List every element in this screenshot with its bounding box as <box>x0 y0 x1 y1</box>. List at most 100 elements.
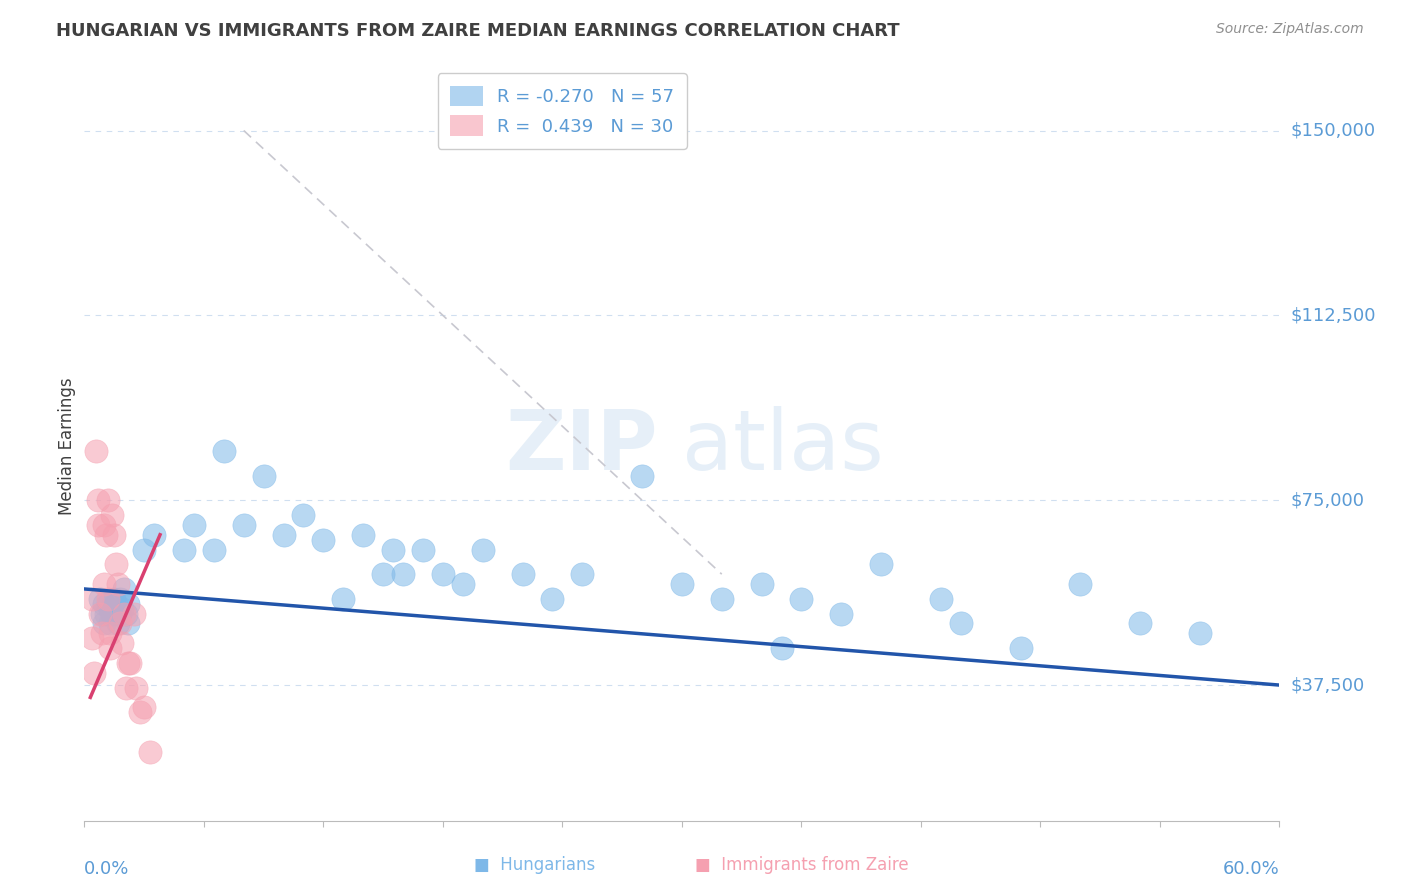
Text: 60.0%: 60.0% <box>1223 860 1279 878</box>
Point <box>751 577 773 591</box>
Point <box>122 607 145 621</box>
Point <box>312 533 335 547</box>
Point <box>101 607 124 621</box>
Point <box>671 577 693 591</box>
Point <box>1069 577 1091 591</box>
Point <box>352 527 374 541</box>
Text: atlas: atlas <box>682 406 883 486</box>
Point <box>292 508 315 522</box>
Point <box>471 542 494 557</box>
Point <box>89 591 111 606</box>
Point <box>87 493 110 508</box>
Point <box>432 567 454 582</box>
Point <box>96 607 118 621</box>
Point <box>232 517 254 532</box>
Point <box>125 681 148 695</box>
Text: ■  Immigrants from Zaire: ■ Immigrants from Zaire <box>695 856 908 874</box>
Point <box>373 567 395 582</box>
Point <box>82 591 104 606</box>
Point <box>112 607 135 621</box>
Point <box>253 468 276 483</box>
Point <box>631 468 654 483</box>
Point <box>451 577 474 591</box>
Point <box>1188 626 1211 640</box>
Point <box>93 597 115 611</box>
Point <box>87 517 110 532</box>
Point <box>117 597 139 611</box>
Point <box>110 591 132 606</box>
Point <box>790 591 813 606</box>
Point <box>91 607 114 621</box>
Point <box>82 632 104 646</box>
Point <box>949 616 972 631</box>
Text: $150,000: $150,000 <box>1291 121 1375 139</box>
Point <box>101 508 124 522</box>
Point <box>98 626 121 640</box>
Point <box>382 542 405 557</box>
Point <box>98 641 121 656</box>
Point <box>173 542 195 557</box>
Point <box>93 616 115 631</box>
Point <box>105 607 128 621</box>
Point <box>117 656 139 670</box>
Point <box>86 444 108 458</box>
Point <box>93 577 115 591</box>
Point <box>111 636 134 650</box>
Text: ZIP: ZIP <box>506 406 658 486</box>
Point <box>105 558 128 572</box>
Point <box>710 591 733 606</box>
Text: ■  Hungarians: ■ Hungarians <box>474 856 595 874</box>
Point <box>115 607 138 621</box>
Point <box>115 681 138 695</box>
Point <box>110 607 132 621</box>
Point <box>96 527 118 541</box>
Point <box>929 591 952 606</box>
Point <box>107 577 129 591</box>
Point <box>139 745 162 759</box>
Point <box>273 527 295 541</box>
Point <box>830 607 852 621</box>
Legend: R = -0.270   N = 57, R =  0.439   N = 30: R = -0.270 N = 57, R = 0.439 N = 30 <box>437 73 688 149</box>
Point <box>83 665 105 680</box>
Point <box>93 517 115 532</box>
Point <box>117 616 139 631</box>
Text: $37,500: $37,500 <box>1291 676 1365 694</box>
Point <box>91 626 114 640</box>
Point <box>120 656 142 670</box>
Point <box>512 567 534 582</box>
Point <box>412 542 434 557</box>
Point <box>332 591 354 606</box>
Text: 0.0%: 0.0% <box>84 860 129 878</box>
Point <box>132 542 156 557</box>
Point <box>770 641 793 656</box>
Point <box>143 527 166 541</box>
Point <box>129 705 152 719</box>
Point <box>98 616 121 631</box>
Point <box>392 567 415 582</box>
Text: $75,000: $75,000 <box>1291 491 1365 509</box>
Point <box>111 601 134 615</box>
Text: Source: ZipAtlas.com: Source: ZipAtlas.com <box>1216 22 1364 37</box>
Point <box>105 597 128 611</box>
Text: $112,500: $112,500 <box>1291 306 1376 325</box>
Point <box>103 591 125 606</box>
Point <box>541 591 564 606</box>
Y-axis label: Median Earnings: Median Earnings <box>58 377 76 515</box>
Point <box>212 444 235 458</box>
Point <box>97 591 120 606</box>
Point <box>183 517 205 532</box>
Point <box>202 542 225 557</box>
Text: HUNGARIAN VS IMMIGRANTS FROM ZAIRE MEDIAN EARNINGS CORRELATION CHART: HUNGARIAN VS IMMIGRANTS FROM ZAIRE MEDIA… <box>56 22 900 40</box>
Point <box>97 597 120 611</box>
Point <box>1129 616 1152 631</box>
Point <box>571 567 593 582</box>
Point <box>112 582 135 596</box>
Point <box>103 527 125 541</box>
Point <box>132 700 156 714</box>
Point <box>110 616 132 631</box>
Point <box>107 616 129 631</box>
Point <box>1010 641 1032 656</box>
Point <box>870 558 893 572</box>
Point <box>98 601 121 615</box>
Point <box>97 493 120 508</box>
